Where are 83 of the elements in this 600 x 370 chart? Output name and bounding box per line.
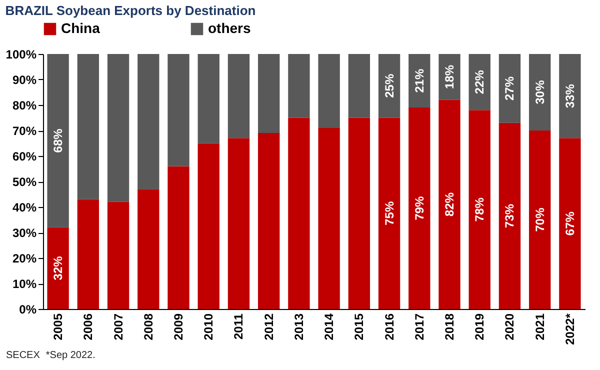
x-tick-label: 2012: [262, 313, 276, 340]
data-label: 75%: [382, 201, 396, 226]
bar: [168, 54, 190, 166]
text: SECEX: [6, 350, 40, 361]
data-label: 30%: [532, 80, 547, 104]
legend-label: China: [61, 20, 100, 36]
data-label: 33%: [562, 84, 577, 108]
x-tick-label: 2008: [141, 313, 156, 340]
bar: [559, 54, 581, 138]
x-tick-label: 2009: [172, 313, 186, 340]
bar: [258, 54, 280, 134]
legend-label: others: [208, 20, 251, 36]
bar: [168, 166, 190, 309]
bar: [228, 138, 250, 309]
bar: [438, 100, 460, 309]
y-tick-label: 50%: [12, 175, 37, 189]
bar: [47, 227, 69, 309]
x-tick-label: 2014: [322, 313, 336, 340]
x-tick-label: 2021: [532, 313, 547, 340]
bar: [498, 54, 521, 123]
data-label: 32%: [51, 256, 66, 280]
bar: [528, 130, 551, 309]
bar: [138, 189, 160, 309]
x-tick-label: 2019: [472, 313, 487, 340]
data-label: 21%: [412, 68, 426, 93]
y-tick-label: 90%: [12, 73, 37, 87]
x-tick-label: 2010: [202, 313, 216, 340]
bar: [528, 54, 551, 130]
y-tick-label: 30%: [12, 226, 37, 240]
bar: [348, 54, 370, 118]
chart-title: BRAZIL Soybean Exports by Destination: [5, 3, 256, 18]
bar: [228, 54, 250, 138]
x-tick-label: 2007: [111, 313, 126, 340]
bar: [408, 108, 430, 309]
x-tick-label: 2016: [382, 313, 396, 340]
x-tick-label: 2015: [352, 313, 366, 340]
data-label: 22%: [472, 70, 487, 94]
x-tick-label: 2006: [81, 313, 96, 340]
data-label: 78%: [472, 197, 487, 222]
data-label: 27%: [502, 76, 517, 100]
data-label: 67%: [562, 211, 577, 236]
bar: [107, 54, 130, 202]
bar: [77, 54, 100, 200]
y-tick-label: 0%: [19, 302, 37, 316]
x-tick-label: 2022*: [562, 313, 577, 345]
bar: [318, 54, 340, 128]
bar: [468, 110, 490, 309]
y-tick-label: 100%: [6, 48, 37, 62]
data-label: 82%: [442, 192, 456, 216]
data-label: 70%: [532, 207, 547, 232]
data-label: 18%: [442, 64, 456, 89]
text: *Sep 2022.: [46, 350, 96, 361]
y-tick-label: 20%: [12, 252, 37, 266]
bar: [498, 122, 521, 309]
bar: [318, 128, 340, 309]
data-label: 73%: [502, 204, 517, 228]
bar: [198, 143, 220, 309]
x-tick-label: 2017: [412, 313, 426, 340]
y-tick-label: 80%: [12, 98, 37, 112]
bar: [348, 118, 370, 309]
x-tick-label: 2013: [292, 313, 306, 340]
bar: [107, 202, 130, 309]
x-tick-label: 2020: [502, 313, 517, 340]
x-tick-label: 2011: [232, 313, 246, 340]
y-tick-label: 10%: [12, 277, 37, 291]
y-tick-label: 70%: [12, 124, 37, 138]
bar: [198, 54, 220, 144]
data-label: 68%: [51, 128, 66, 153]
y-tick-label: 60%: [12, 150, 37, 164]
bar: [47, 54, 69, 228]
bar: [288, 54, 310, 118]
bar: [77, 199, 100, 309]
bar: [378, 118, 400, 309]
y-tick-label: 40%: [12, 200, 37, 214]
data-label: 79%: [412, 196, 426, 220]
bar: [258, 133, 280, 309]
x-tick-label: 2005: [51, 313, 66, 340]
bar: [138, 54, 160, 190]
data-label: 25%: [382, 74, 396, 98]
bar: [288, 118, 310, 309]
x-tick-label: 2018: [442, 313, 456, 340]
bar: [559, 138, 581, 309]
bar: [378, 54, 400, 118]
